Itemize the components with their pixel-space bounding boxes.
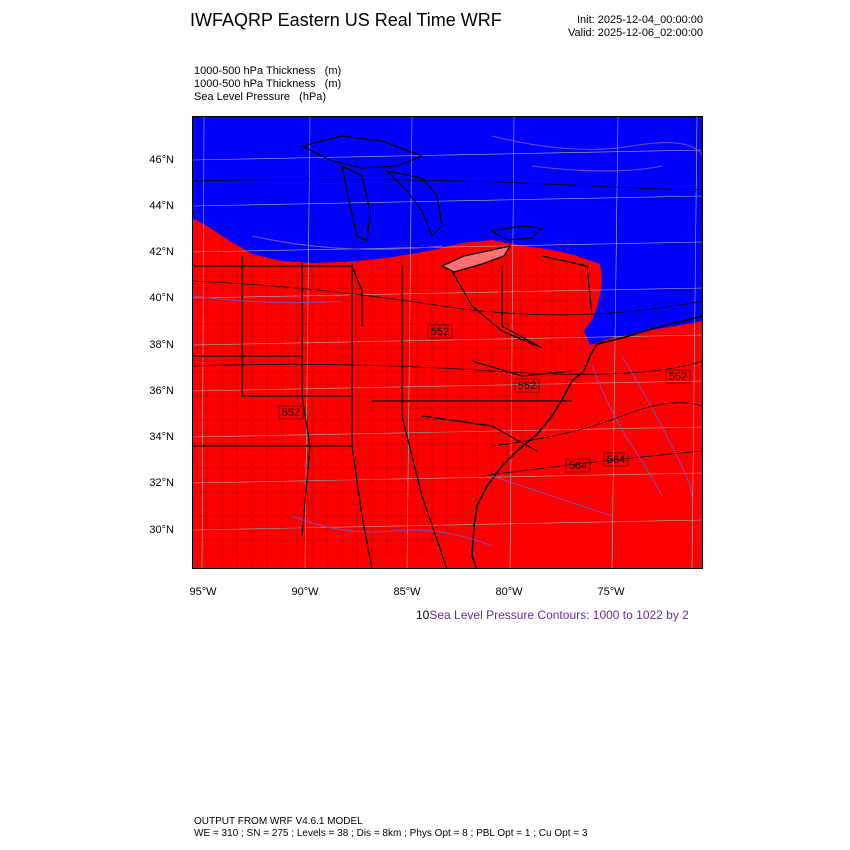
chart-title: IWFAQRP Eastern US Real Time WRF	[190, 10, 502, 30]
init-time: Init: 2025-12-04_00:00:00	[577, 14, 703, 26]
lat-label: 30°N	[149, 524, 174, 536]
thickness-label-group: 552 552 552 552 564 564	[278, 324, 691, 473]
lake-erie	[442, 246, 510, 272]
lat-label: 44°N	[149, 200, 174, 212]
thickness-label: 552	[427, 324, 453, 339]
field-label: 1000-500 hPa Thickness (m)	[194, 78, 342, 90]
lat-label: 34°N	[149, 431, 174, 443]
lat-label: 42°N	[149, 246, 174, 258]
thickness-label: 552	[278, 405, 304, 420]
svg-text:552: 552	[282, 407, 300, 419]
lon-label: 95°W	[189, 586, 217, 598]
svg-text:564: 564	[569, 460, 587, 472]
map-frame	[192, 116, 703, 569]
field-label: Sea Level Pressure (hPa)	[194, 91, 327, 103]
valid-time: Valid: 2025-12-06_02:00:00	[568, 27, 703, 39]
field-list: 1000-500 hPa Thickness (m) 1000-500 hPa …	[194, 65, 341, 104]
state-borders	[192, 255, 593, 569]
cold-region	[192, 116, 703, 345]
lat-label: 46°N	[149, 154, 174, 166]
contour-note: 10Sea Level Pressure Contours: 1000 to 1…	[416, 608, 689, 622]
lat-label: 32°N	[149, 477, 174, 489]
svg-text:552: 552	[518, 380, 536, 392]
lon-label: 80°W	[495, 586, 523, 598]
slp-contours	[192, 135, 703, 547]
svg-text:552: 552	[669, 371, 687, 383]
footer-line: WE = 310 ; SN = 275 ; Levels = 38 ; Dis …	[194, 828, 588, 839]
thickness-label: 552	[514, 378, 540, 393]
weather-map: 552 552 552 552 564 564	[192, 116, 703, 569]
contour-note-text: Sea Level Pressure Contours: 1000 to 102…	[429, 608, 689, 622]
lat-label: 40°N	[149, 292, 174, 304]
thickness-label: 552	[665, 369, 691, 384]
svg-text:552: 552	[431, 326, 449, 338]
footer-line: OUTPUT FROM WRF V4.6.1 MODEL	[194, 816, 363, 827]
lat-label: 36°N	[149, 385, 174, 397]
lon-label: 90°W	[291, 586, 319, 598]
lat-label: 38°N	[149, 339, 174, 351]
thickness-contours	[192, 178, 703, 477]
coastline	[471, 315, 703, 569]
svg-text:564: 564	[607, 454, 625, 466]
thickness-label: 564	[565, 458, 591, 473]
lon-label: 75°W	[597, 586, 625, 598]
run-times: Init: 2025-12-04_00:00:00 Valid: 2025-12…	[540, 14, 703, 40]
thickness-label: 564	[603, 452, 629, 467]
great-lakes	[300, 135, 544, 273]
field-label: 1000-500 hPa Thickness (m)	[194, 65, 342, 77]
contour-note-prefix: 10	[416, 608, 430, 622]
lon-label: 85°W	[393, 586, 421, 598]
model-footer: OUTPUT FROM WRF V4.6.1 MODEL WE = 310 ; …	[194, 816, 587, 840]
